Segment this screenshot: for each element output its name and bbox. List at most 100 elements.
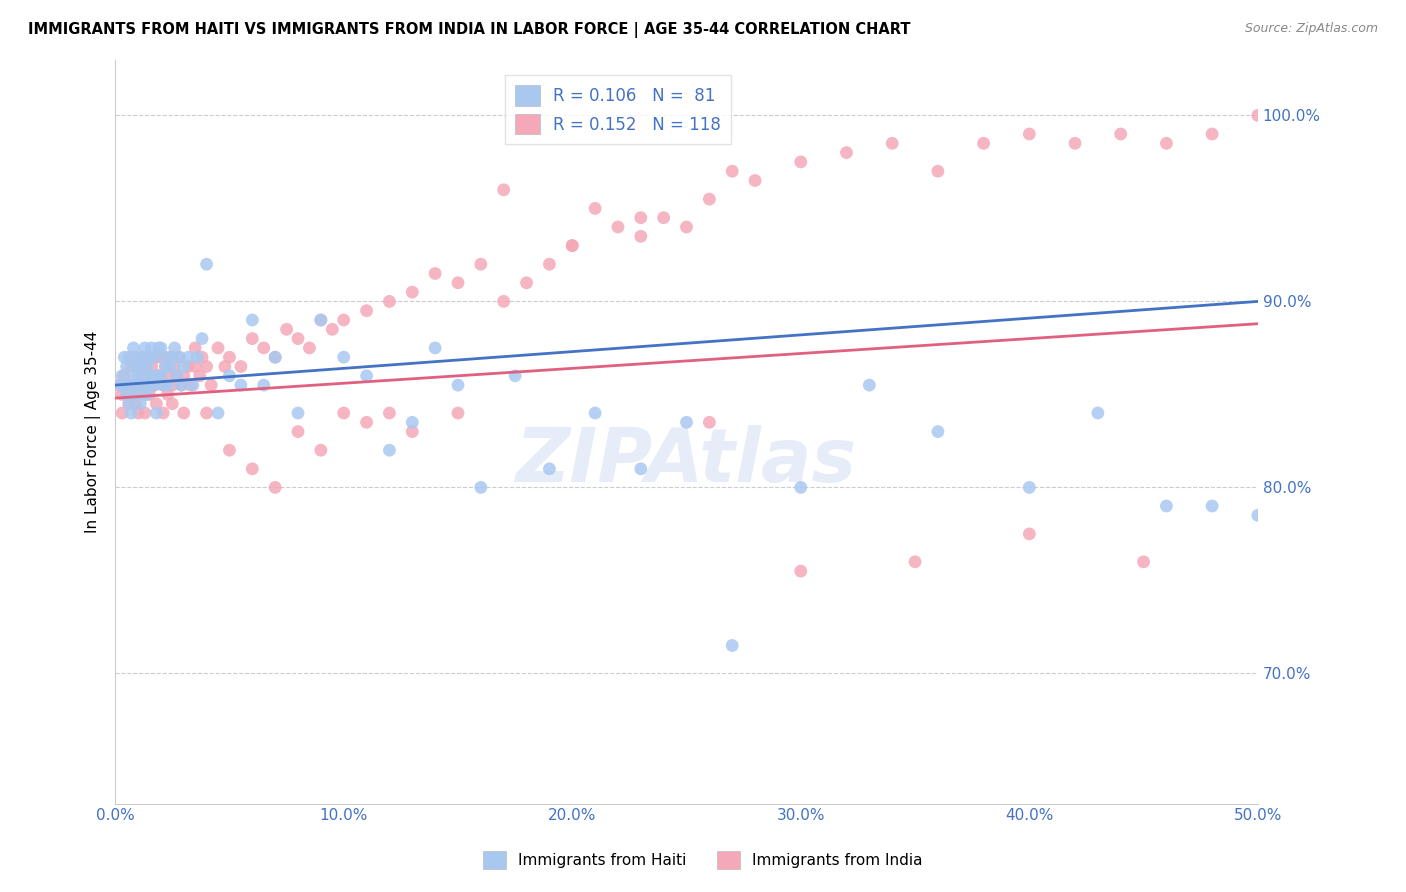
Point <box>173 359 195 374</box>
Point <box>143 378 166 392</box>
Point <box>1018 480 1040 494</box>
Point <box>122 387 145 401</box>
Point <box>538 462 561 476</box>
Point <box>721 639 744 653</box>
Point <box>675 415 697 429</box>
Text: ZIPAtlas: ZIPAtlas <box>516 425 858 498</box>
Point <box>155 359 177 374</box>
Point <box>163 341 186 355</box>
Point <box>207 406 229 420</box>
Point <box>287 406 309 420</box>
Point <box>143 378 166 392</box>
Point <box>1087 406 1109 420</box>
Point <box>134 341 156 355</box>
Point <box>515 276 537 290</box>
Point <box>332 313 354 327</box>
Point <box>125 378 148 392</box>
Point <box>240 313 263 327</box>
Point <box>136 387 159 401</box>
Point <box>170 378 193 392</box>
Point <box>122 350 145 364</box>
Point <box>141 359 163 374</box>
Point <box>447 276 470 290</box>
Point <box>229 378 252 392</box>
Point <box>218 350 240 364</box>
Point <box>675 219 697 234</box>
Point <box>115 359 138 374</box>
Point <box>1247 508 1270 523</box>
Point <box>652 211 675 225</box>
Point <box>835 145 858 160</box>
Point <box>149 341 172 355</box>
Point <box>112 368 135 383</box>
Point <box>131 350 153 364</box>
Point <box>882 136 904 151</box>
Point <box>129 397 152 411</box>
Point <box>111 406 134 420</box>
Point <box>111 387 134 401</box>
Point <box>148 368 170 383</box>
Point <box>229 359 252 374</box>
Point <box>356 368 378 383</box>
Point <box>195 257 218 271</box>
Point <box>162 350 184 364</box>
Point <box>356 303 378 318</box>
Point <box>699 192 721 206</box>
Point <box>145 368 167 383</box>
Point <box>138 378 160 392</box>
Point <box>721 164 744 178</box>
Point <box>973 136 995 151</box>
Point <box>129 378 152 392</box>
Point <box>138 350 160 364</box>
Point <box>630 462 652 476</box>
Point <box>378 294 401 309</box>
Point <box>127 359 149 374</box>
Point <box>115 378 138 392</box>
Point <box>309 313 332 327</box>
Point <box>162 397 184 411</box>
Point <box>173 368 195 383</box>
Point <box>1132 555 1154 569</box>
Point <box>131 378 153 392</box>
Point <box>503 368 526 383</box>
Point <box>159 350 181 364</box>
Point <box>156 378 179 392</box>
Legend: Immigrants from Haiti, Immigrants from India: Immigrants from Haiti, Immigrants from I… <box>477 845 929 875</box>
Point <box>108 378 131 392</box>
Point <box>136 378 159 392</box>
Point <box>134 359 156 374</box>
Point <box>423 267 446 281</box>
Point <box>131 368 153 383</box>
Point <box>1109 127 1132 141</box>
Point <box>173 406 195 420</box>
Point <box>309 313 332 327</box>
Point <box>309 443 332 458</box>
Point <box>129 378 152 392</box>
Point <box>184 359 207 374</box>
Point <box>188 368 211 383</box>
Point <box>122 341 145 355</box>
Point <box>134 368 156 383</box>
Point <box>287 332 309 346</box>
Point <box>148 341 170 355</box>
Point <box>141 368 163 383</box>
Point <box>1201 127 1223 141</box>
Point <box>583 406 606 420</box>
Point <box>790 155 813 169</box>
Point <box>186 350 208 364</box>
Point <box>149 350 172 364</box>
Point <box>378 406 401 420</box>
Point <box>138 387 160 401</box>
Point <box>170 378 193 392</box>
Point <box>332 350 354 364</box>
Point <box>112 350 135 364</box>
Point <box>492 183 515 197</box>
Point <box>138 350 160 364</box>
Point <box>264 480 287 494</box>
Point <box>125 397 148 411</box>
Point <box>141 341 163 355</box>
Point <box>127 378 149 392</box>
Point <box>1156 499 1178 513</box>
Point <box>149 368 172 383</box>
Point <box>1018 527 1040 541</box>
